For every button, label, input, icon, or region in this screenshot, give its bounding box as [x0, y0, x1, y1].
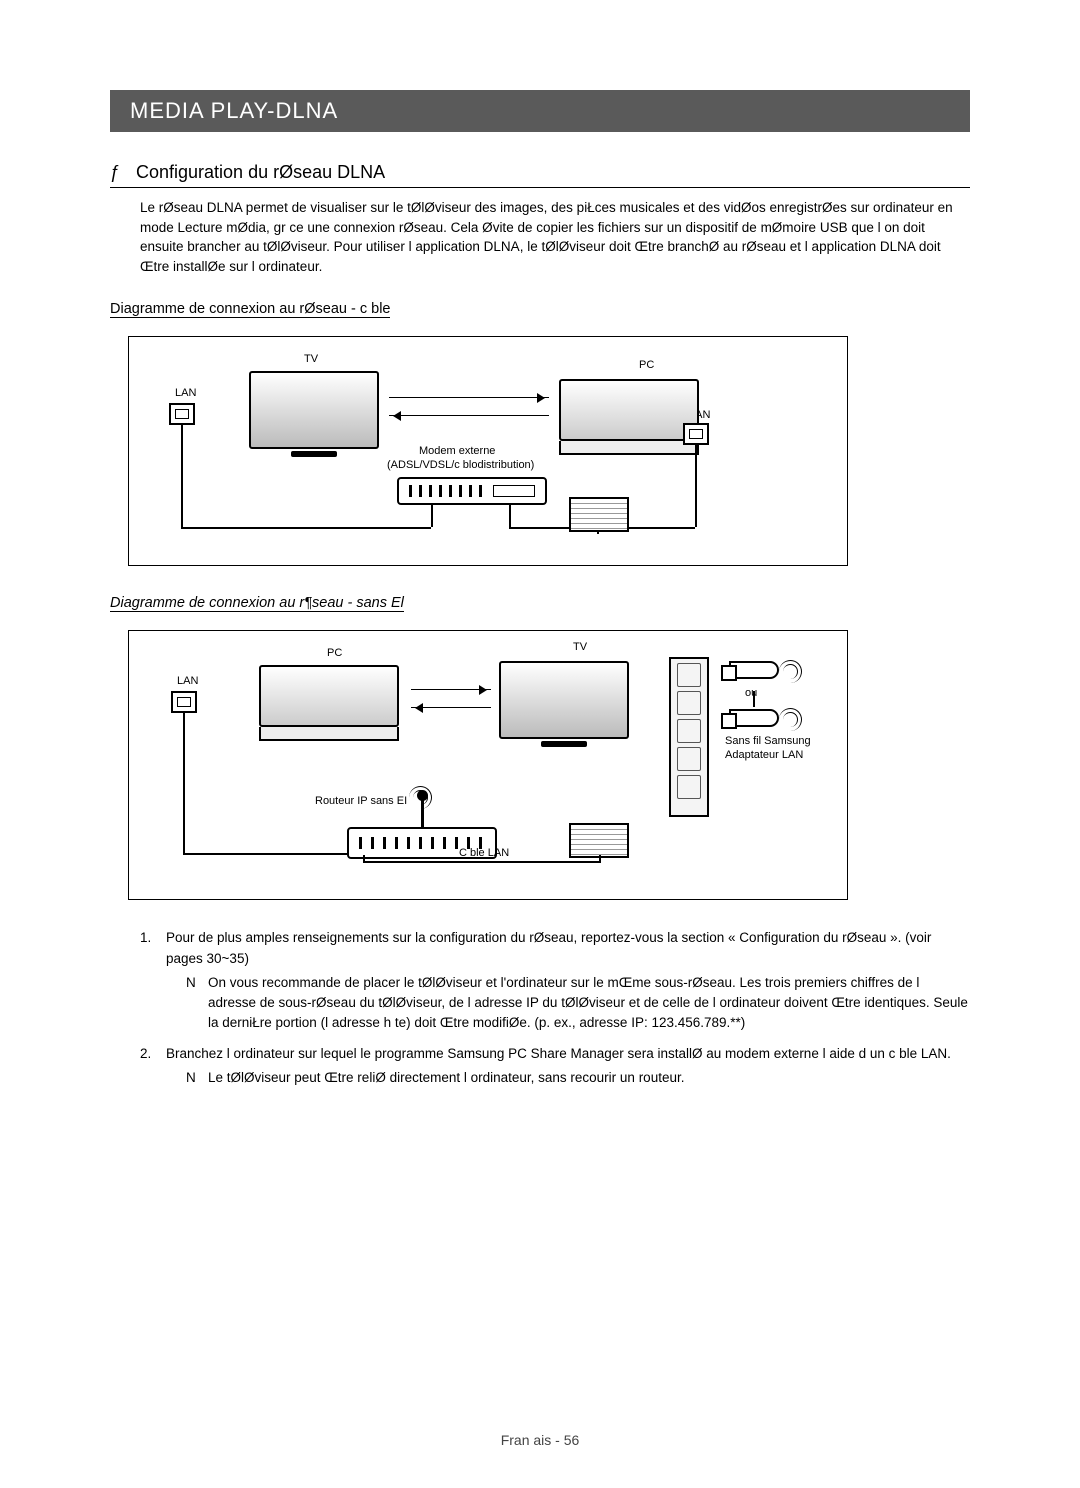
arrow-right-2	[411, 689, 491, 690]
arrow-left-2	[411, 707, 491, 708]
item-text: Pour de plus amples renseignements sur l…	[166, 930, 931, 965]
wifi-dongle-1	[729, 661, 779, 679]
item-number: 1.	[140, 928, 156, 1033]
page-footer: Fran ais - 56	[0, 1432, 1080, 1448]
arrow-left	[389, 415, 549, 416]
diagram-wireless: PC TV LAN ou Sans fil Samsung Adaptateur…	[128, 630, 848, 900]
section-title-row: ƒ Configuration du rØseau DLNA	[110, 162, 970, 188]
page-header: MEDIA PLAY-DLNA	[110, 90, 970, 132]
sub-text: Le tØlØviseur peut Œtre reliØ directemen…	[208, 1068, 684, 1088]
diagram-wired: TV PC LAN LAN Modem externe (ADSL/VDSL/c…	[128, 336, 848, 566]
instruction-list: 1. Pour de plus amples renseignements su…	[110, 928, 970, 1088]
d1-modem-label1: Modem externe	[419, 445, 495, 457]
d2-lan-label: LAN	[177, 675, 198, 687]
sub-item: N On vous recommande de placer le tØlØvi…	[166, 973, 970, 1034]
diagram1-heading: Diagramme de connexion au rØseau - c ble	[110, 301, 390, 318]
sub-marker: N	[186, 1068, 200, 1088]
d2-router-label: Routeur IP sans EI	[315, 795, 407, 807]
sub-text: On vous recommande de placer le tØlØvise…	[208, 973, 970, 1034]
wifi-wave-1	[783, 659, 807, 683]
diagram2-heading: Diagramme de connexion au r¶seau - sans …	[110, 595, 404, 612]
tv-device-2	[499, 661, 629, 746]
ip-box-2	[569, 823, 629, 858]
d1-lan-tv-label: LAN	[175, 387, 196, 399]
d1-tv-label: TV	[304, 353, 318, 365]
d2-adapter-label2: Adaptateur LAN	[725, 749, 803, 761]
d2-adapter-label1: Sans fil Samsung	[725, 735, 811, 747]
pc-device-2	[259, 665, 399, 741]
d2-ou-label: ou	[745, 687, 757, 699]
d2-pc-label: PC	[327, 647, 342, 659]
section-title: Configuration du rØseau DLNA	[136, 162, 385, 183]
d2-tv-label: TV	[573, 641, 587, 653]
pc-device	[559, 379, 699, 455]
intro-paragraph: Le rØseau DLNA permet de visualiser sur …	[110, 198, 970, 276]
tv-lan-port	[169, 403, 195, 425]
ip-box	[569, 497, 629, 532]
modem-device	[397, 477, 547, 505]
d2-cable-label: C ble LAN	[459, 847, 509, 859]
pc-lan-port-2	[171, 691, 197, 713]
wifi-wave-2	[783, 707, 807, 731]
tv-device	[249, 371, 379, 456]
item-number: 2.	[140, 1044, 156, 1089]
pc-lan-port	[683, 423, 709, 445]
arrow-right	[389, 397, 549, 398]
item-body: Branchez l ordinateur sur lequel le prog…	[166, 1044, 951, 1089]
d1-modem-label2: (ADSL/VDSL/c blodistribution)	[387, 459, 534, 471]
item-body: Pour de plus amples renseignements sur l…	[166, 928, 970, 1033]
sub-marker: N	[186, 973, 200, 1034]
wifi-dongle-2	[729, 709, 779, 727]
d1-pc-label: PC	[639, 359, 654, 371]
section-bullet: ƒ	[110, 162, 128, 183]
list-item: 1. Pour de plus amples renseignements su…	[140, 928, 970, 1033]
sub-item: N Le tØlØviseur peut Œtre reliØ directem…	[166, 1068, 951, 1088]
tv-back-panel	[669, 657, 709, 817]
item-text: Branchez l ordinateur sur lequel le prog…	[166, 1046, 951, 1061]
list-item: 2. Branchez l ordinateur sur lequel le p…	[140, 1044, 970, 1089]
